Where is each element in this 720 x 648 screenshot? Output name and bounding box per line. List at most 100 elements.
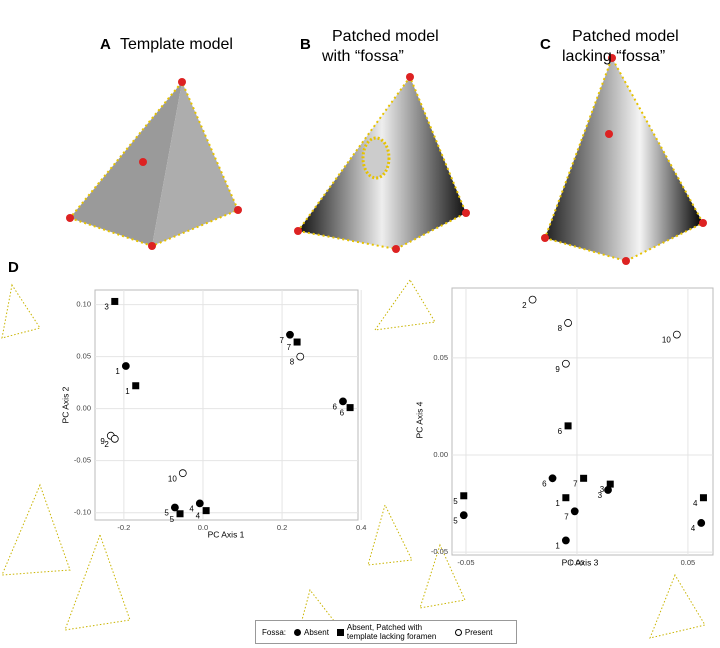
y-axis-title: PC Axis 2 bbox=[60, 386, 70, 423]
point-label: 5 bbox=[170, 515, 175, 524]
panel-letter: B bbox=[300, 36, 311, 53]
panel-title: with “fossa” bbox=[321, 48, 404, 65]
point bbox=[176, 510, 184, 518]
point-label: 4 bbox=[196, 512, 201, 521]
point-label: 8 bbox=[290, 358, 295, 367]
legend-label: Present bbox=[464, 627, 493, 637]
point-label: 1 bbox=[555, 499, 560, 508]
point-label: 2 bbox=[104, 440, 109, 449]
point bbox=[111, 297, 119, 305]
point-label: 6 bbox=[340, 409, 345, 418]
legend: Fossa: Absent Absent, Patched with templa… bbox=[255, 620, 517, 644]
point-label: 7 bbox=[564, 512, 569, 521]
y-tick-label: -0.05 bbox=[74, 456, 91, 465]
point bbox=[697, 519, 706, 527]
panel-title: Patched model bbox=[332, 28, 439, 45]
patched-model-no-fossa bbox=[541, 54, 707, 265]
point bbox=[170, 503, 179, 512]
panel-letter: A bbox=[100, 36, 111, 53]
legend-symbol bbox=[336, 628, 344, 636]
x-axis-title: PC Axis 3 bbox=[562, 557, 599, 567]
point-label: 3 bbox=[598, 491, 603, 500]
legend-title: Fossa: bbox=[262, 627, 287, 637]
y-axis-title: PC Axis 4 bbox=[414, 401, 424, 438]
panel-title: Patched model bbox=[572, 28, 679, 45]
patched-model-fossa bbox=[294, 73, 470, 253]
point bbox=[286, 330, 294, 339]
y-tick-label: 0.05 bbox=[433, 353, 448, 362]
point-label: 4 bbox=[693, 499, 698, 508]
panel-title: Template model bbox=[120, 36, 233, 53]
point bbox=[561, 536, 570, 545]
point bbox=[562, 494, 570, 502]
point-label: 7 bbox=[573, 479, 578, 488]
x-tick-label: 0.2 bbox=[277, 523, 287, 532]
panel-title: lacking “fossa” bbox=[562, 48, 665, 65]
template-model bbox=[66, 78, 242, 250]
point bbox=[346, 404, 354, 412]
point bbox=[564, 422, 572, 430]
point-label: 6 bbox=[333, 402, 338, 411]
y-tick-label: -0.10 bbox=[74, 508, 91, 517]
point bbox=[339, 397, 347, 406]
point bbox=[570, 507, 579, 516]
legend-symbol bbox=[294, 628, 302, 636]
x-tick-label: 0.05 bbox=[681, 558, 696, 567]
point-label: 9 bbox=[100, 437, 105, 446]
legend-label: Absent, Patched with template lacking fo… bbox=[346, 623, 437, 641]
y-tick-label: -0.05 bbox=[431, 547, 448, 556]
x-tick-label: 0.4 bbox=[356, 523, 366, 532]
legend-label: Absent bbox=[304, 627, 329, 637]
point-label: 4 bbox=[691, 524, 696, 533]
y-tick-label: 0.00 bbox=[433, 450, 448, 459]
plot-area bbox=[451, 287, 714, 556]
x-tick-label: -0.05 bbox=[457, 558, 474, 567]
legend-item: Absent bbox=[294, 628, 329, 637]
point bbox=[293, 338, 301, 346]
point-label: 4 bbox=[189, 504, 194, 513]
point-label: 5 bbox=[453, 497, 458, 506]
point bbox=[460, 492, 468, 500]
point-label: 1 bbox=[115, 367, 120, 376]
point-label: 6 bbox=[558, 427, 563, 436]
point-label: 9 bbox=[555, 365, 560, 374]
legend-item: Absent, Patched with template lacking fo… bbox=[336, 623, 447, 641]
point-label: 10 bbox=[168, 474, 177, 483]
point-label: 5 bbox=[164, 509, 169, 518]
point-label: 6 bbox=[542, 479, 547, 488]
y-tick-label: 0.10 bbox=[76, 300, 91, 309]
x-axis-title: PC Axis 1 bbox=[208, 529, 245, 539]
point bbox=[296, 352, 305, 361]
point-label: 7 bbox=[287, 343, 292, 352]
y-tick-label: 0.05 bbox=[76, 352, 91, 361]
point bbox=[548, 474, 557, 483]
point-label: 8 bbox=[558, 324, 563, 333]
x-tick-label: -0.2 bbox=[117, 523, 130, 532]
point-label: 2 bbox=[522, 301, 527, 310]
point bbox=[121, 362, 130, 370]
point-label: 7 bbox=[280, 336, 285, 345]
point bbox=[580, 474, 588, 482]
point-label: 1 bbox=[555, 542, 560, 551]
panel-letter: C bbox=[540, 36, 551, 53]
x-tick-label: 0.0 bbox=[198, 523, 208, 532]
point-label: 3 bbox=[104, 303, 109, 312]
point bbox=[202, 507, 210, 515]
panel-letter: D bbox=[8, 259, 19, 276]
x-tick-label: 0.00 bbox=[570, 558, 585, 567]
legend-symbol bbox=[454, 628, 462, 636]
point bbox=[528, 295, 537, 304]
point bbox=[195, 499, 204, 508]
point bbox=[672, 330, 681, 339]
point bbox=[459, 511, 468, 520]
point-label: 3 bbox=[600, 485, 605, 494]
point-label: 5 bbox=[453, 516, 458, 525]
point bbox=[178, 469, 187, 478]
point bbox=[561, 359, 570, 368]
legend-item: Present bbox=[454, 627, 493, 637]
point bbox=[110, 434, 119, 443]
plot-area bbox=[94, 289, 359, 521]
point bbox=[564, 319, 572, 327]
